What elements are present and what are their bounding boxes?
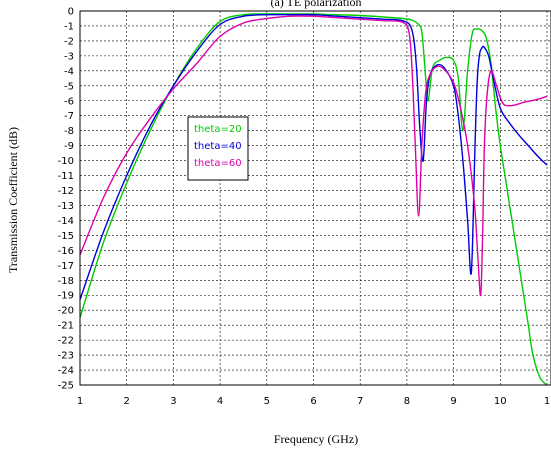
y-tick-label: -18: [58, 276, 74, 287]
y-tick-label: -13: [58, 201, 74, 212]
y-tick-label: -23: [58, 351, 74, 362]
legend-entry-theta-20: theta=20: [194, 124, 242, 135]
x-tick-label: 4: [217, 396, 223, 407]
x-tick-label: 3: [170, 396, 176, 407]
y-tick-label: -19: [58, 291, 74, 302]
y-tick-label: -17: [58, 261, 74, 272]
y-tick-label: -11: [58, 171, 74, 182]
x-axis: 1 2 3 4 5 6 7 8 9 10 1: [77, 396, 550, 407]
y-tick-label: -12: [58, 186, 74, 197]
legend-entry-theta-60: theta=60: [194, 158, 242, 169]
x-tick-label: 6: [310, 396, 316, 407]
y-tick-label: -5: [64, 81, 74, 92]
chart-title: (a) TE polarization: [270, 0, 361, 9]
x-tick-label: 9: [450, 396, 456, 407]
x-tick-label: 5: [264, 396, 270, 407]
y-tick-label: -14: [58, 216, 74, 227]
y-tick-label: -10: [58, 156, 74, 167]
y-tick-label: 0: [68, 7, 74, 18]
x-tick-label: 1: [77, 396, 83, 407]
grid: [80, 11, 551, 385]
y-tick-label: -2: [64, 36, 74, 47]
legend-entry-theta-40: theta=40: [194, 141, 242, 152]
y-tick-label: -1: [64, 21, 74, 32]
y-tick-label: -9: [64, 141, 74, 152]
x-tick-label: 1: [544, 396, 550, 407]
y-tick-label: -20: [58, 306, 74, 317]
y-tick-label: -22: [58, 336, 74, 347]
series-line-theta-60: [80, 15, 548, 296]
x-tick-label: 7: [357, 396, 363, 407]
y-tick-label: -21: [58, 321, 74, 332]
legend-box: [187, 116, 249, 181]
y-axis: 0 -1 -2 -3 -4 -5 -6 -7 -8 -9 -10 -11 -12 -13 -14 -15 -16…: [58, 7, 74, 392]
y-tick-label: -25: [58, 381, 74, 392]
x-tick-label: 10: [494, 396, 507, 407]
plot-frame: [79, 10, 551, 386]
y-tick-label: -6: [64, 96, 74, 107]
x-tick-label: 2: [124, 396, 130, 407]
y-tick-label: -15: [58, 231, 74, 242]
y-tick-label: -24: [58, 366, 74, 377]
legend: theta=20 theta=40 theta=60: [187, 116, 249, 181]
y-tick-label: -4: [64, 66, 74, 77]
x-tick-label: 8: [404, 396, 410, 407]
y-tick-label: -3: [64, 51, 74, 62]
x-axis-title: Frequency (GHz): [274, 432, 358, 446]
plot-area: [80, 13, 548, 385]
y-tick-label: -8: [64, 126, 74, 137]
y-tick-label: -16: [58, 246, 74, 257]
y-tick-label: -7: [64, 111, 74, 122]
y-axis-title: Transmission Coefficient (dB): [6, 127, 20, 273]
series-line-theta-20: [80, 13, 548, 385]
